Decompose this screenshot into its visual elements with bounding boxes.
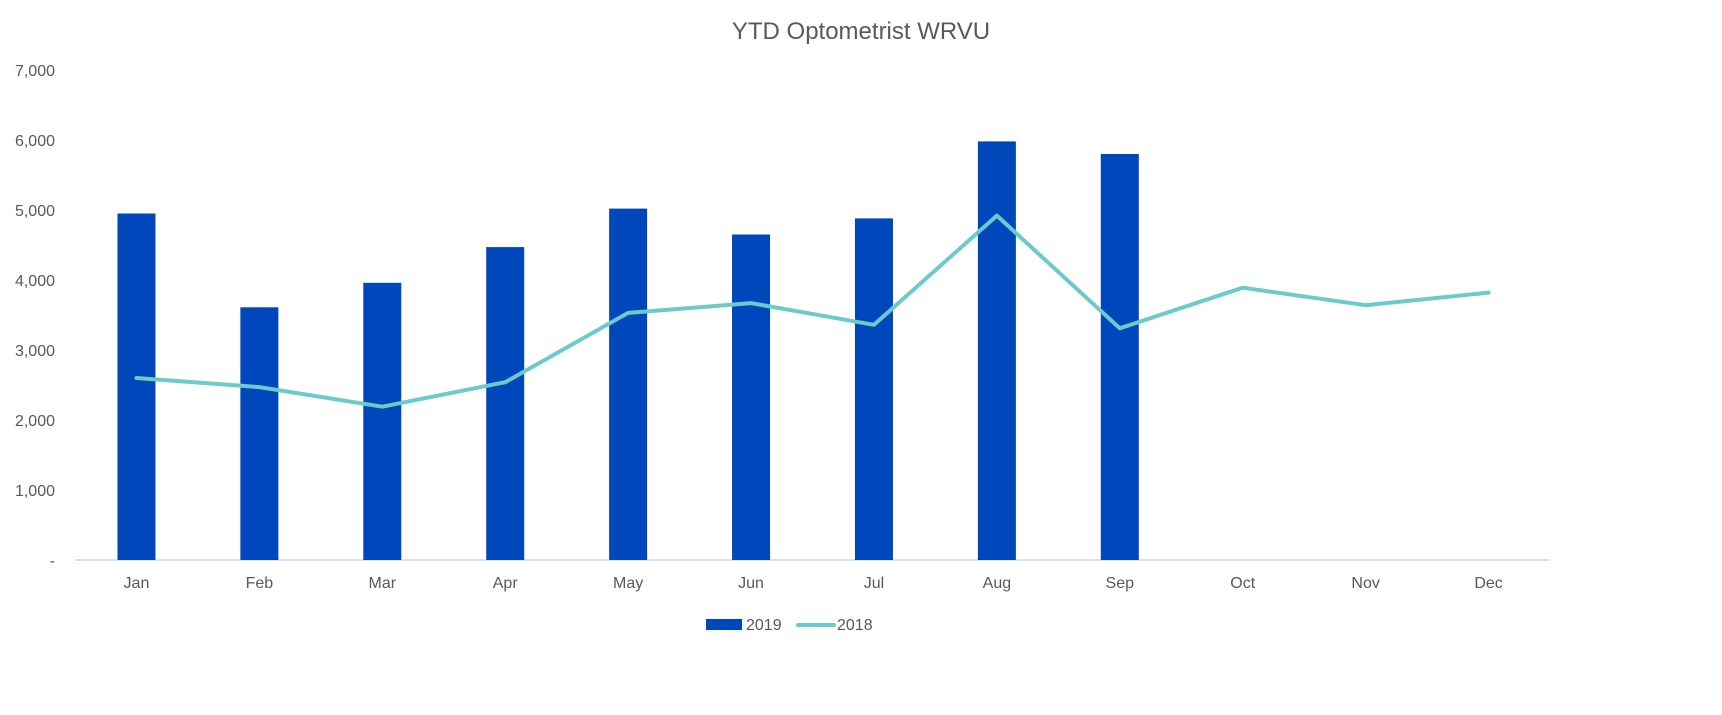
x-tick-label: Sep: [1106, 575, 1135, 592]
bar-2019-sep: [1100, 154, 1139, 560]
bar-2019-aug: [977, 141, 1016, 560]
point-2018-may: [626, 311, 630, 315]
point-2018-dec: [1487, 291, 1491, 295]
x-tick-label: Nov: [1351, 575, 1379, 592]
bar-2019-feb: [240, 307, 279, 560]
x-tick-label: Aug: [983, 575, 1011, 592]
x-tick-label: Oct: [1230, 575, 1255, 592]
x-tick-label: May: [613, 575, 643, 592]
point-2018-jan: [134, 376, 138, 380]
point-2018-jul: [872, 323, 876, 327]
y-tick-label: 7,000: [15, 63, 55, 80]
point-2018-feb: [257, 385, 261, 389]
x-tick-label: Apr: [493, 575, 519, 592]
point-2018-apr: [503, 380, 507, 384]
point-2018-jun: [749, 301, 753, 305]
point-2018-nov: [1364, 303, 1368, 307]
y-tick-label: 3,000: [15, 343, 55, 360]
point-2018-aug: [995, 214, 999, 218]
y-tick-label: 1,000: [15, 483, 55, 500]
bar-2019-jul: [854, 218, 893, 560]
bar-2019-mar: [363, 282, 402, 560]
legend-swatch-2019: [706, 619, 742, 630]
point-2018-mar: [380, 405, 384, 409]
x-tick-label: Jan: [124, 575, 150, 592]
y-tick-label: 4,000: [15, 273, 55, 290]
x-tick-label: Feb: [246, 575, 274, 592]
y-tick-label: 6,000: [15, 133, 55, 150]
x-tick-label: Dec: [1474, 575, 1502, 592]
legend-label-2019: 2019: [746, 617, 782, 634]
x-tick-label: Jun: [738, 575, 764, 592]
bar-2019-jun: [732, 234, 771, 560]
bar-2019-apr: [486, 247, 525, 560]
legend-label-2018: 2018: [837, 617, 873, 634]
y-tick-label: 2,000: [15, 413, 55, 430]
point-2018-sep: [1118, 326, 1122, 330]
point-2018-oct: [1241, 286, 1245, 290]
bar-2019-may: [609, 208, 648, 560]
y-tick-label: 5,000: [15, 203, 55, 220]
bar-2019-jan: [117, 213, 156, 560]
line-2018: [134, 213, 1491, 409]
x-tick-label: Mar: [369, 575, 397, 592]
y-tick-label: -: [50, 553, 55, 570]
x-tick-label: Jul: [864, 575, 884, 592]
chart-title: YTD Optometrist WRVU: [731, 18, 991, 45]
